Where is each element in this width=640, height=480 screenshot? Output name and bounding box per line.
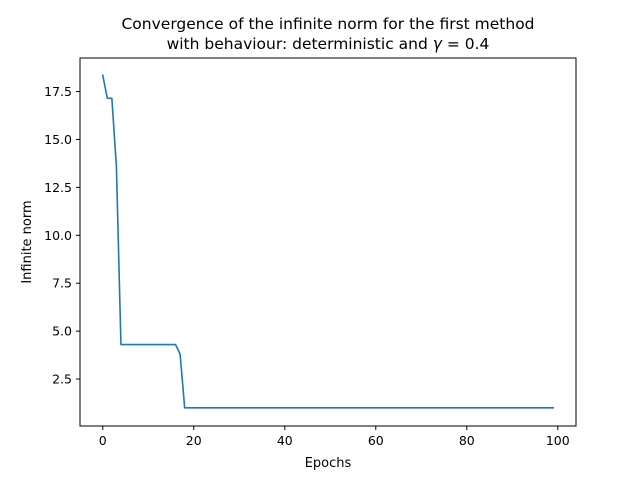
chart-title-gamma-value: = 0.4 — [442, 35, 490, 53]
y-axis: 2.5 5.0 7.5 10.0 12.5 15.0 17.5 — [44, 84, 80, 387]
x-axis-label: Epochs — [305, 456, 352, 471]
chart-title-line2-prefix: with behaviour: deterministic and — [167, 35, 433, 53]
chart-title-line1: Convergence of the infinite norm for the… — [121, 15, 534, 33]
y-tick-label: 17.5 — [44, 84, 72, 99]
y-tick-label: 12.5 — [44, 180, 72, 195]
x-tick-label: 0 — [99, 433, 107, 448]
x-tick-label: 60 — [368, 433, 384, 448]
x-tick-label: 100 — [546, 433, 570, 448]
x-tick-label: 40 — [277, 433, 293, 448]
series-line — [101, 74, 555, 409]
y-tick-label: 7.5 — [52, 276, 72, 291]
chart-title-gamma-symbol: γ — [433, 35, 443, 53]
chart-title-line2: with behaviour: deterministic and γ = 0.… — [167, 35, 490, 53]
plot-area — [101, 74, 555, 409]
y-tick-label: 5.0 — [52, 324, 72, 339]
plot-frame — [79, 57, 577, 427]
x-tick-label: 20 — [186, 433, 202, 448]
x-axis: 0 20 40 60 80 100 — [99, 426, 570, 448]
x-tick-label: 80 — [459, 433, 475, 448]
y-tick-label: 10.0 — [44, 228, 72, 243]
y-tick-label: 2.5 — [52, 372, 72, 387]
y-tick-label: 15.0 — [44, 132, 72, 147]
y-axis-label: Infinite norm — [20, 200, 35, 283]
